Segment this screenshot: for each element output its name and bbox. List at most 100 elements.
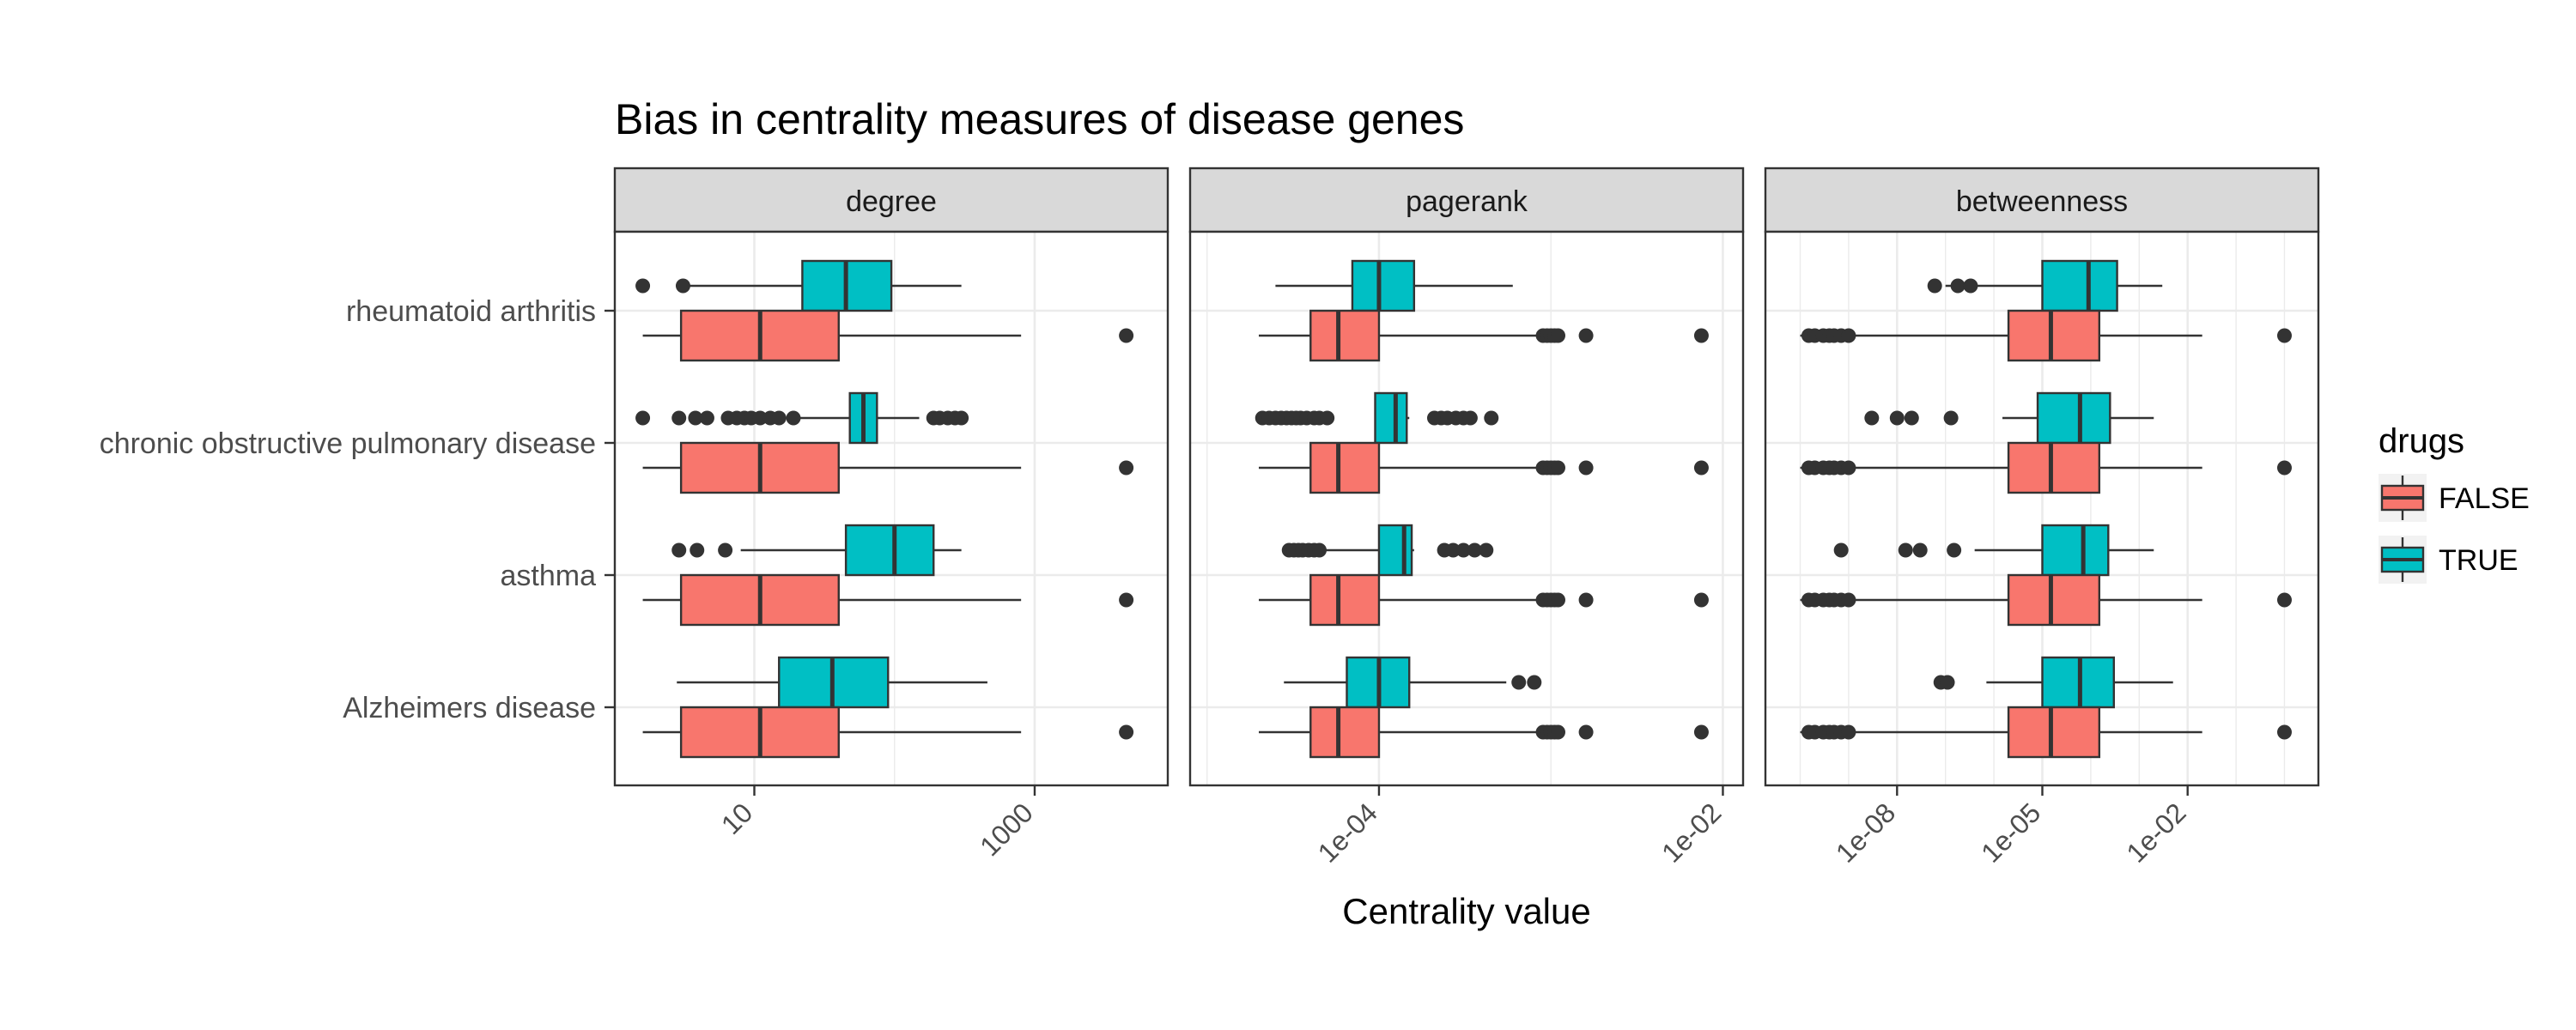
outlier-point: [1889, 410, 1905, 426]
box-false: [1258, 309, 1709, 362]
box: [1351, 259, 1416, 312]
box: [2041, 524, 2110, 577]
box-false: [642, 573, 1134, 627]
outlier-point: [1119, 592, 1134, 608]
panel-background: [1190, 232, 1743, 785]
facet-pagerank: pagerank 1e-04 1e-02: [1188, 167, 1745, 869]
outlier-point: [1963, 278, 1978, 294]
outlier-point: [1312, 542, 1327, 558]
box-true: [635, 259, 962, 312]
legend-item-false: FALSE: [2379, 474, 2530, 522]
x-tick-label: 1e-02: [1656, 797, 1727, 868]
box: [1309, 309, 1381, 362]
outlier-point: [1841, 460, 1856, 476]
legend-item-true: TRUE: [2379, 536, 2518, 584]
legend-label: FALSE: [2439, 482, 2530, 515]
box-true: [1864, 391, 2154, 445]
facet-betweenness: betweenness 1e-08 1e-05 1e-02: [1764, 167, 2320, 869]
legend: drugs FALSE TRUE: [2379, 422, 2530, 584]
y-tick-label: rheumatoid arthritis: [346, 295, 596, 328]
box-true: [1927, 259, 2163, 312]
outlier-point: [1841, 724, 1856, 740]
x-tick-label: 1e-02: [2120, 797, 2191, 868]
outlier-point: [1467, 542, 1482, 558]
box: [2007, 309, 2101, 362]
outlier-point: [635, 278, 651, 294]
outlier-point: [1119, 328, 1134, 343]
x-tick-label: 1e-08: [1830, 797, 1901, 868]
outlier-point: [1550, 724, 1565, 740]
outlier-point: [1927, 278, 1942, 294]
outlier-point: [1445, 542, 1461, 558]
y-tick-label: asthma: [501, 560, 597, 592]
outlier-point: [671, 410, 687, 426]
outlier-point: [1864, 410, 1880, 426]
box: [2007, 441, 2101, 494]
outlier-point: [1320, 410, 1335, 426]
box: [2036, 391, 2111, 445]
outlier-point: [699, 410, 714, 426]
outlier-point: [1693, 592, 1709, 608]
outlier-point: [1947, 542, 1962, 558]
y-tick-label: Alzheimers disease: [343, 692, 596, 724]
outlier-point: [1693, 724, 1709, 740]
outlier-point: [1693, 328, 1709, 343]
outlier-point: [1578, 328, 1594, 343]
outlier-point: [1511, 675, 1527, 690]
outlier-point: [1578, 724, 1594, 740]
outlier-point: [1943, 410, 1959, 426]
outlier-point: [688, 410, 703, 426]
facet-degree: degree 10 1000: [613, 167, 1170, 862]
outlier-point: [690, 542, 705, 558]
box: [2041, 259, 2118, 312]
panel-border: [1188, 230, 1745, 787]
box-true: [1281, 524, 1494, 577]
outlier-point: [635, 410, 651, 426]
legend-label: TRUE: [2439, 544, 2518, 577]
box: [1309, 706, 1381, 759]
box: [844, 524, 935, 577]
box-false: [642, 706, 1134, 759]
outlier-point: [1904, 410, 1919, 426]
box-false: [1800, 573, 2292, 627]
outlier-point: [1693, 460, 1709, 476]
box-true: [635, 391, 969, 445]
box-true: [1255, 391, 1499, 445]
outlier-point: [2276, 460, 2292, 476]
facet-strip-label: pagerank: [1406, 185, 1528, 218]
box-true: [1933, 656, 2173, 709]
outlier-point: [1950, 278, 1965, 294]
box-false: [1258, 706, 1709, 759]
x-tick-label: 1000: [974, 797, 1039, 862]
box-false: [1800, 706, 2292, 759]
x-tick-label: 1e-04: [1312, 797, 1383, 868]
outlier-point: [954, 410, 969, 426]
box-false: [642, 441, 1134, 494]
box-true: [1284, 656, 1542, 709]
x-tick-label: 1e-05: [1975, 797, 2046, 868]
x-axis-title: Centrality value: [1342, 891, 1590, 931]
box-true: [1275, 259, 1513, 312]
box-true: [1833, 524, 2154, 577]
y-tick-label: chronic obstructive pulmonary disease: [100, 427, 596, 460]
box-false: [1258, 573, 1709, 627]
outlier-point: [1550, 592, 1565, 608]
box-false: [642, 309, 1134, 362]
box: [1377, 524, 1413, 577]
outlier-point: [786, 410, 801, 426]
facet-strip: [613, 167, 1170, 233]
outlier-point: [1912, 542, 1928, 558]
outlier-point: [2276, 592, 2292, 608]
box-false: [1258, 441, 1709, 494]
outlier-point: [1462, 410, 1478, 426]
box: [2007, 573, 2101, 627]
chart-title: Bias in centrality measures of disease g…: [615, 95, 1464, 143]
outlier-point: [1455, 542, 1471, 558]
y-axis-labels: rheumatoid arthritis chronic obstructive …: [100, 295, 615, 724]
facet-strip-label: betweenness: [1956, 185, 2128, 218]
box: [1374, 391, 1408, 445]
x-tick-label: 10: [715, 797, 759, 840]
facet-strip-label: degree: [846, 185, 937, 218]
